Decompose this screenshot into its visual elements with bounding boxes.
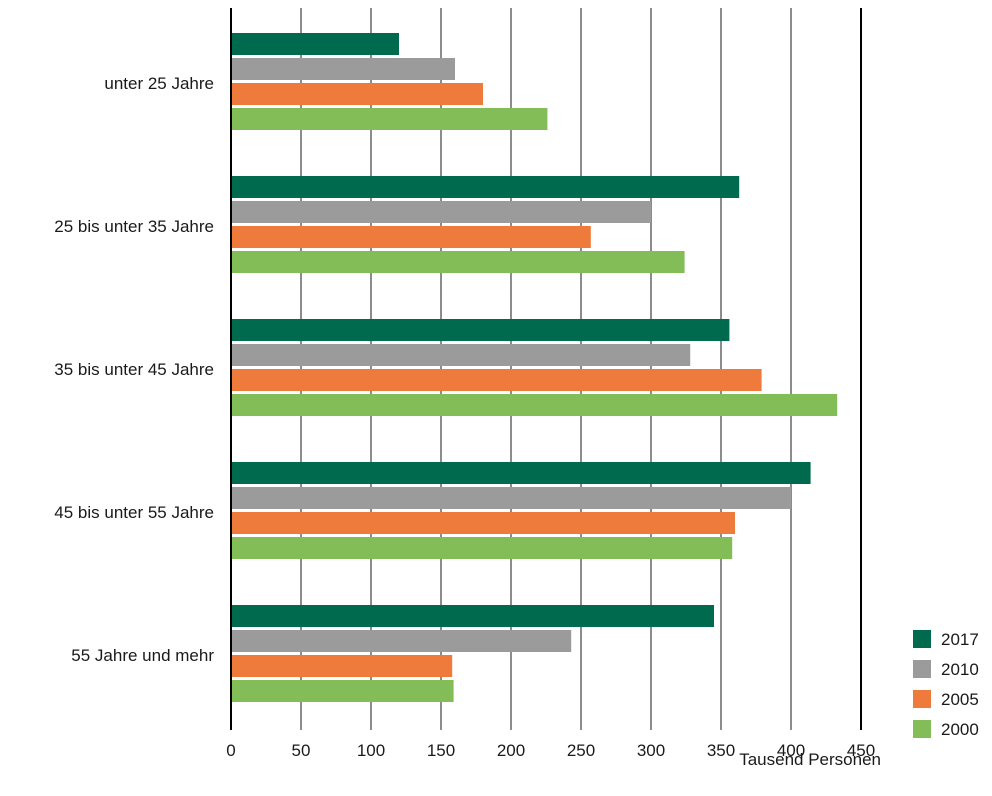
bar — [231, 58, 455, 80]
category-label: unter 25 Jahre — [104, 74, 214, 93]
bar — [231, 369, 762, 391]
bar — [231, 33, 399, 55]
bar — [231, 630, 572, 652]
bar — [231, 487, 791, 509]
legend-label: 2000 — [941, 720, 979, 739]
bar — [231, 537, 733, 559]
legend-swatch — [913, 660, 931, 678]
legend-label: 2017 — [941, 630, 979, 649]
legend-swatch — [913, 720, 931, 738]
bar — [231, 344, 691, 366]
x-tick-label: 150 — [427, 741, 455, 760]
legend-label: 2005 — [941, 690, 979, 709]
category-label: 25 bis unter 35 Jahre — [54, 217, 214, 236]
x-tick-label: 450 — [847, 741, 875, 760]
bar — [231, 226, 591, 248]
category-label: 45 bis unter 55 Jahre — [54, 503, 214, 522]
bar — [231, 462, 811, 484]
x-tick-label: 50 — [292, 741, 311, 760]
x-tick-label: 300 — [637, 741, 665, 760]
bar — [231, 605, 714, 627]
legend: 2017 2010 2005 2000 — [913, 630, 979, 739]
bar — [231, 394, 838, 416]
x-tick-label: 350 — [707, 741, 735, 760]
category-label: 35 bis unter 45 Jahre — [54, 360, 214, 379]
category-label: 55 Jahre und mehr — [71, 646, 214, 665]
bar — [231, 319, 730, 341]
legend-swatch — [913, 630, 931, 648]
x-tick-label: 250 — [567, 741, 595, 760]
legend-swatch — [913, 690, 931, 708]
legend-label: 2010 — [941, 660, 979, 679]
bar — [231, 680, 454, 702]
tick-labels: 0 50 100 150 200 250 300 350 400 450 — [226, 741, 875, 760]
axes — [230, 8, 862, 730]
bars — [231, 33, 838, 702]
x-axis-title: Tausend Personen — [739, 750, 881, 769]
x-tick-label: 0 — [226, 741, 235, 760]
x-tick-label: 100 — [357, 741, 385, 760]
bar — [231, 655, 453, 677]
category-labels: unter 25 Jahre 25 bis unter 35 Jahre 35 bi… — [54, 74, 214, 665]
bar — [231, 108, 548, 130]
bar — [231, 176, 740, 198]
bar — [231, 83, 483, 105]
x-tick-label: 200 — [497, 741, 525, 760]
bar — [231, 201, 651, 223]
x-tick-label: 400 — [777, 741, 805, 760]
bar — [231, 512, 735, 534]
bar — [231, 251, 685, 273]
